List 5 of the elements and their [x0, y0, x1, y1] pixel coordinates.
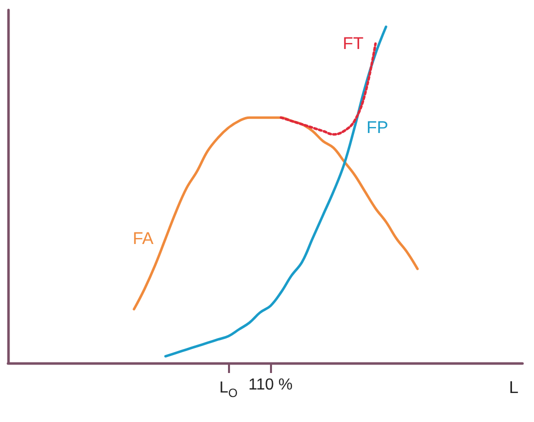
series-label: FP: [366, 118, 388, 138]
series-label: FT: [342, 34, 364, 54]
x-tick-label: 110 %: [248, 376, 293, 394]
x-axis-title: L: [509, 378, 518, 397]
series-label: FA: [132, 229, 154, 248]
